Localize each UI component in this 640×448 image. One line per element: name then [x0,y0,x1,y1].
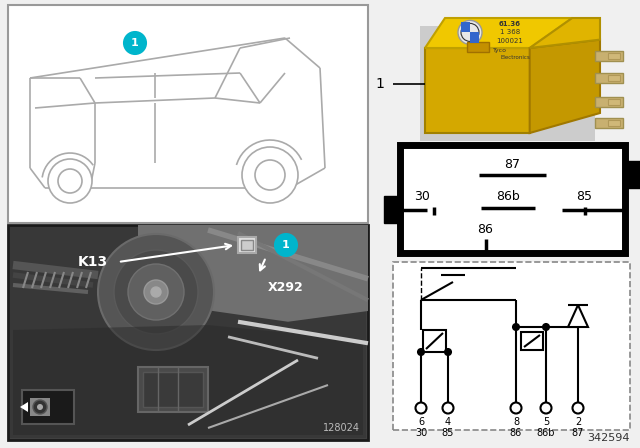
Bar [238,237,256,253]
Bar [10,227,366,438]
Bar [595,97,623,107]
Polygon shape [425,18,572,48]
Text: 100021: 100021 [497,38,524,44]
Text: 87: 87 [504,158,520,171]
Circle shape [513,324,519,330]
Text: 86: 86 [477,223,493,236]
Text: 1: 1 [282,240,290,250]
Text: 1 368: 1 368 [500,30,520,35]
Text: 30: 30 [415,190,431,203]
Circle shape [573,402,584,414]
Text: 85: 85 [442,428,454,438]
Circle shape [114,250,198,334]
Text: 30: 30 [415,428,427,438]
Text: 1: 1 [131,38,139,48]
Circle shape [255,160,285,190]
Text: 5: 5 [543,417,549,427]
Circle shape [541,402,552,414]
Circle shape [418,349,424,355]
Polygon shape [30,398,50,416]
Bar [423,330,446,352]
Text: 87: 87 [572,428,584,438]
Circle shape [445,349,451,355]
Bar [625,161,640,188]
Bar [22,390,74,424]
Circle shape [48,159,92,203]
Text: 8: 8 [513,417,519,427]
Text: 86b: 86b [537,428,556,438]
Polygon shape [530,18,600,48]
Bar [467,42,489,52]
Text: 128024: 128024 [323,423,360,433]
Bar [595,118,623,128]
Circle shape [415,402,426,414]
Circle shape [144,280,168,304]
Circle shape [37,404,43,410]
Text: 86b: 86b [496,190,520,203]
Circle shape [151,287,161,297]
Circle shape [511,402,522,414]
Text: K13: K13 [78,255,108,269]
Bar [143,372,203,407]
Bar [608,53,620,60]
Bar [393,262,630,430]
Text: Tyco: Tyco [493,48,507,53]
Text: 85: 85 [577,190,593,203]
Text: Electronics: Electronics [500,55,530,60]
Circle shape [242,147,298,203]
Bar [608,120,620,126]
Text: 4: 4 [445,417,451,427]
Circle shape [33,400,47,414]
Circle shape [275,234,297,256]
Polygon shape [425,48,530,133]
Text: 6: 6 [418,417,424,427]
Bar [521,332,543,350]
Bar [241,240,253,250]
Polygon shape [568,305,588,327]
Circle shape [442,402,454,414]
Circle shape [458,21,482,44]
Bar [138,367,208,412]
Polygon shape [470,32,479,43]
Text: 1: 1 [376,77,385,91]
Bar [608,99,620,105]
Text: X292: X292 [268,280,304,293]
Polygon shape [138,225,368,322]
Bar [8,225,368,440]
Bar [384,196,400,223]
Bar [8,5,368,223]
Text: 86: 86 [510,428,522,438]
Bar [420,26,595,141]
Bar [595,52,623,61]
Circle shape [98,234,214,350]
Text: 342594: 342594 [588,433,630,443]
Polygon shape [20,402,28,412]
Polygon shape [461,22,470,32]
Circle shape [124,32,146,54]
Bar [400,145,625,253]
Circle shape [128,264,184,320]
Circle shape [543,324,549,330]
Polygon shape [13,325,363,435]
Bar [608,75,620,81]
Text: 2: 2 [575,417,581,427]
Bar [595,73,623,83]
Polygon shape [530,39,600,133]
Circle shape [58,169,82,193]
Text: 61.36: 61.36 [499,21,521,27]
